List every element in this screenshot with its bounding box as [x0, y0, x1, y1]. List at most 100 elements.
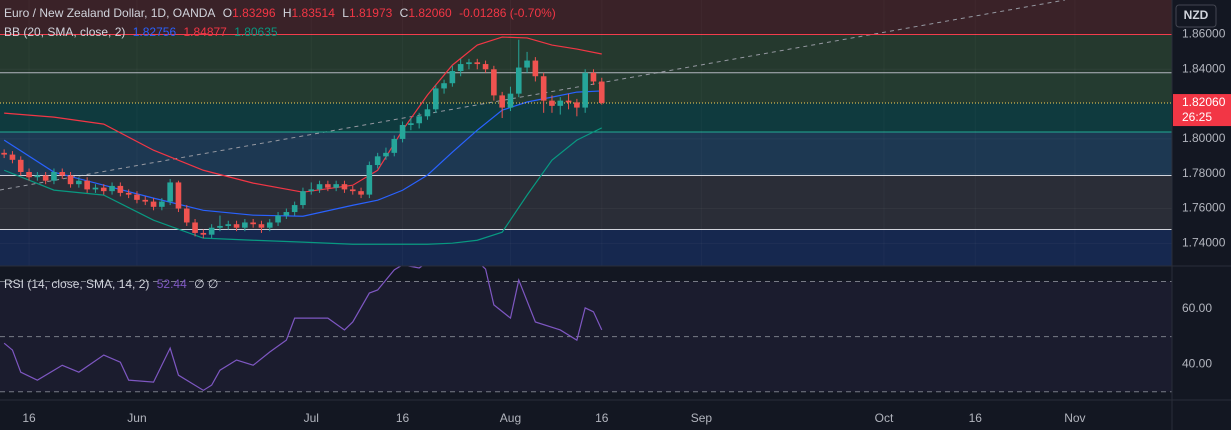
ohlc-label: C: [399, 6, 409, 20]
candle-body: [574, 102, 580, 108]
currency: NZD: [1184, 8, 1209, 22]
last-price-label: 1.82060: [1182, 95, 1226, 109]
candle-body: [441, 83, 447, 89]
ohlc-value: 1.83514: [291, 6, 335, 20]
candle-body: [67, 175, 74, 185]
candle-body: [42, 175, 49, 181]
last-price-box: [1173, 94, 1231, 127]
candle-body: [391, 138, 398, 153]
candle-body: [549, 100, 555, 106]
candle-body: [125, 192, 132, 195]
bb-value: 1.80635: [234, 25, 278, 39]
candle-body: [316, 184, 323, 190]
candle-body: [200, 232, 207, 235]
candle-body: [349, 189, 356, 192]
candle-body: [374, 156, 381, 166]
candle-body: [466, 62, 472, 65]
zone: [0, 131, 1172, 176]
candle-body: [84, 180, 90, 190]
candle-body: [26, 171, 32, 178]
rsi-tick-label: 40.00: [1182, 356, 1212, 370]
candle-body: [76, 180, 82, 185]
x-tick-label: 16: [396, 411, 410, 425]
candle-body: [9, 154, 16, 160]
candle-body: [266, 222, 273, 228]
candle-body: [341, 184, 348, 190]
y-tick-label: 1.76000: [1182, 201, 1226, 215]
x-tick-label: Oct: [875, 411, 894, 425]
candle-body: [491, 69, 497, 96]
y-tick-label: 1.78000: [1182, 166, 1226, 180]
candle-body: [291, 205, 298, 213]
currency-box[interactable]: [1175, 4, 1217, 28]
candle-body: [300, 191, 306, 206]
candle-body: [183, 208, 190, 223]
countdown: 26:25: [1182, 110, 1212, 124]
rsi-line: [3, 266, 603, 392]
bb-label: BB (20, SMA, close, 2): [4, 25, 126, 39]
x-tick-label: Nov: [1064, 411, 1085, 425]
candle-body: [92, 187, 99, 190]
bb-header: BB (20, SMA, close, 2) 1.82756 1.84877 1…: [4, 25, 282, 39]
candle-body: [258, 224, 265, 228]
bb-value: 1.84877: [183, 25, 227, 39]
rsi-label: RSI (14, close, SMA, 14, 2): [4, 277, 150, 291]
candle-body: [109, 185, 115, 192]
candle-body: [225, 224, 232, 226]
candle-body: [275, 215, 281, 223]
candle-body: [366, 165, 373, 195]
ohlc-value: 1.81973: [348, 6, 393, 20]
candle-body: [250, 222, 256, 225]
candle-body: [192, 222, 198, 233]
x-tick-label: Aug: [500, 411, 521, 425]
candle-body: [582, 72, 588, 108]
candle-body: [167, 182, 173, 202]
candle-body: [474, 62, 481, 65]
candle-body: [159, 201, 165, 207]
candle-body: [507, 93, 514, 108]
candle-body: [532, 60, 539, 77]
candle-body: [283, 212, 290, 216]
x-tick-label: 16: [969, 411, 983, 425]
candle-body: [524, 60, 530, 68]
zone: [0, 229, 1172, 266]
y-tick-label: 1.80000: [1182, 131, 1226, 145]
symbol-title: Euro / New Zealand Dollar, 1D, OANDA: [4, 6, 216, 20]
candle-body: [449, 71, 456, 84]
candle-body: [233, 224, 240, 228]
candle-body: [432, 88, 439, 110]
candle-body: [325, 184, 331, 188]
candle-body: [242, 222, 248, 228]
x-tick-label: 16: [22, 411, 36, 425]
candle-body: [499, 95, 505, 108]
x-tick-label: Jun: [127, 411, 146, 425]
candle-body: [457, 64, 464, 72]
candle-body: [142, 199, 149, 202]
x-tick-label: Sep: [691, 411, 713, 425]
candle-body: [100, 187, 107, 192]
zone: [0, 0, 1172, 35]
ohlc-value: 1.83296: [232, 6, 276, 20]
candle-body: [399, 124, 406, 139]
candle-body: [17, 159, 24, 172]
ohlc-label: L: [342, 6, 349, 20]
x-tick-label: Jul: [304, 411, 319, 425]
candle-body: [590, 72, 597, 82]
candle-body: [217, 225, 223, 228]
candle-body: [482, 64, 489, 70]
y-tick-label: 1.86000: [1182, 27, 1226, 41]
rsi-extra: ∅ ∅: [194, 277, 219, 291]
bb-upper: [4, 36, 602, 193]
rsi-value: 52.44: [156, 277, 187, 291]
rsi-header: RSI (14, close, SMA, 14, 2) 52.44 ∅ ∅: [4, 277, 222, 291]
candle-body: [51, 171, 57, 181]
zones: [0, 0, 1172, 266]
ohlc-label: O: [222, 6, 233, 20]
zone: [0, 103, 1172, 132]
candle-body: [308, 189, 315, 192]
ohlc-value: 1.82060: [408, 6, 452, 20]
y-tick-label: 1.84000: [1182, 61, 1226, 75]
candle-body: [134, 194, 140, 200]
ohlc-header: Euro / New Zealand Dollar, 1D, OANDA O1.…: [4, 6, 560, 20]
